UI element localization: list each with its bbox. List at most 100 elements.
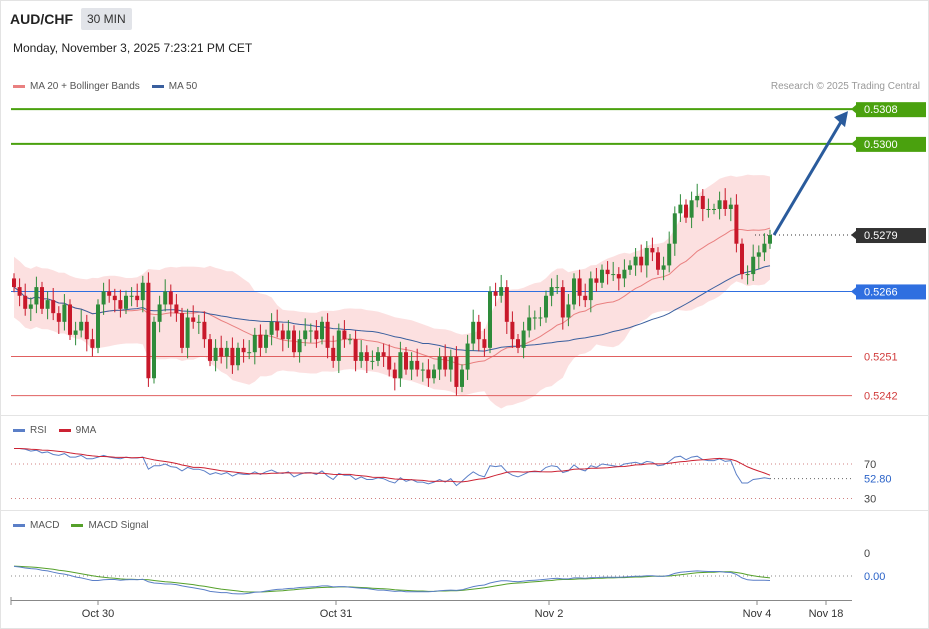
legend-item-ma20: MA 20 + Bollinger Bands: [13, 81, 140, 92]
candle-body: [264, 334, 268, 348]
credit-text: Research © 2025 Trading Central: [770, 81, 920, 92]
ma50-label: MA 50: [168, 81, 198, 92]
candle-body: [191, 317, 196, 322]
candle-body: [348, 339, 352, 341]
candle-body: [28, 304, 33, 309]
candle-body: [740, 243, 744, 275]
candle-body: [224, 347, 229, 357]
candle-body: [331, 347, 336, 361]
candle-body: [426, 369, 431, 379]
candle-body: [409, 360, 414, 370]
candle-body: [756, 252, 761, 257]
candle-body: [432, 369, 436, 379]
candle-body: [107, 291, 112, 296]
candle-body: [320, 321, 324, 340]
candle-body: [84, 321, 89, 340]
candle-body: [90, 339, 95, 348]
candle-body: [241, 347, 246, 353]
candle-body: [745, 274, 750, 276]
macd-level-label-0: 0: [864, 548, 870, 560]
candle-body: [460, 369, 464, 387]
ma20-swatch: [13, 85, 25, 88]
candle-body: [549, 287, 554, 296]
candle-body: [611, 274, 616, 276]
candle-body: [297, 339, 302, 353]
candle-body: [684, 204, 688, 218]
ma50-line: [13, 265, 771, 352]
candle-body: [471, 321, 476, 344]
candle-body: [51, 300, 56, 314]
rsi-line: [14, 448, 771, 487]
candle-body: [538, 317, 543, 319]
candle-body: [583, 295, 588, 301]
candle-body: [560, 287, 565, 318]
candle-body: [448, 356, 453, 370]
candle-body: [656, 252, 660, 270]
candle-body: [213, 347, 218, 361]
level-tag-0.5279: [856, 228, 926, 244]
candle-body: [420, 369, 425, 371]
candle-body: [73, 330, 78, 335]
candle-body: [79, 321, 84, 331]
candle-body: [600, 269, 604, 283]
rsi-level-label-70: 70: [864, 459, 876, 471]
candle-body: [23, 295, 28, 309]
candle-body: [577, 278, 582, 296]
timeframe-badge[interactable]: 30 MIN: [81, 8, 132, 30]
candle-body: [398, 352, 403, 379]
candle-body: [353, 339, 358, 361]
candle-body: [622, 269, 627, 279]
candle-body: [101, 291, 106, 305]
legend-item-signal: MACD Signal: [71, 520, 148, 531]
candle-body: [208, 339, 212, 361]
candle-body: [454, 356, 459, 387]
candle-body: [140, 282, 145, 301]
candle-body: [387, 356, 392, 370]
candle-body: [196, 321, 201, 323]
time-label-oct-30: Oct 30: [82, 608, 114, 620]
candle-body: [168, 291, 173, 305]
ma50-swatch: [151, 85, 164, 88]
level-label-0.5279: 0.5279: [864, 230, 898, 242]
bollinger-band: [14, 174, 770, 409]
macd-swatch: [13, 524, 25, 527]
candle-body: [493, 291, 498, 296]
rsi-legend: RSI 9MA: [13, 425, 96, 436]
time-label-nov-4: Nov 4: [743, 608, 772, 620]
candle-body: [661, 265, 666, 270]
candle-body: [633, 256, 638, 266]
candle-body: [728, 204, 733, 209]
candle-body: [404, 352, 408, 370]
macd-legend: MACD MACD Signal: [13, 520, 148, 531]
candle-body: [286, 330, 291, 340]
level-tag-pointer-0.5279: [851, 230, 857, 241]
candle-body: [314, 330, 319, 340]
candle-body: [712, 208, 716, 210]
candle-body: [174, 304, 179, 314]
symbol-label[interactable]: AUD/CHF: [10, 11, 73, 27]
candle-body: [56, 313, 61, 322]
candle-body: [68, 304, 72, 335]
candle-body: [381, 352, 386, 357]
candle-body: [370, 360, 375, 362]
level-tag-pointer-0.5300: [851, 138, 857, 149]
candle-body: [135, 295, 140, 301]
candle-body: [152, 321, 156, 379]
legend-item-rsi: RSI: [13, 425, 47, 436]
candle-body: [504, 287, 509, 322]
candle-body: [336, 330, 341, 361]
candle-body: [219, 347, 224, 357]
candle-body: [443, 356, 448, 370]
candle-body: [45, 300, 50, 309]
candle-body: [510, 321, 515, 340]
candle-body: [482, 339, 487, 348]
candle-body: [415, 360, 420, 370]
candle-body: [376, 352, 380, 361]
candle-body: [689, 200, 694, 218]
rsi-swatch: [13, 429, 25, 432]
candle-body: [521, 330, 526, 348]
level-label-0.5300: 0.5300: [864, 139, 898, 151]
candle-body: [594, 278, 599, 283]
candle-body: [544, 295, 548, 318]
